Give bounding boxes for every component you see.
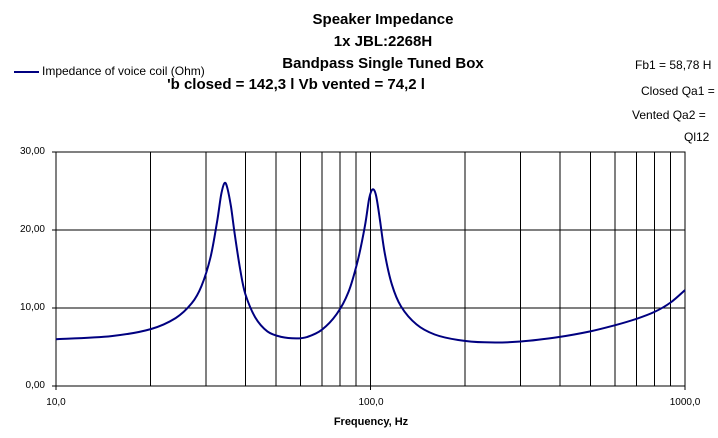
plot-frame [55,151,686,387]
x-axis-label: Frequency, Hz [333,416,409,428]
annotation-vented-qa2: Vented Qa2 = [632,108,706,122]
annotation-ql12: Ql12 [684,130,710,144]
x-tick-label-100: 100,0 [358,397,384,408]
y-tick-label-30: 30,00 [19,146,45,157]
x-tick-label-10: 10,0 [46,397,66,408]
x-tick-label-1000: 1000,0 [669,397,701,408]
impedance-curve [55,181,686,344]
y-tick-label-0: 0,00 [25,380,45,391]
grid [52,151,686,390]
chart-subtitle-3: 'b closed = 142,3 l Vb vented = 74,2 l [167,76,425,93]
legend-label: Impedance of voice coil (Ohm) [42,64,205,78]
legend-line-swatch [14,71,39,73]
annotation-closed-qa1: Closed Qa1 = [641,84,715,98]
y-tick-label-20: 20,00 [19,224,45,235]
y-tick-label-10: 10,00 [19,302,45,313]
chart-subtitle-1: 1x JBL:2268H [333,33,433,50]
chart-subtitle-2: Bandpass Single Tuned Box [282,55,484,72]
annotation-fb1: Fb1 = 58,78 H [635,58,712,72]
chart-title: Speaker Impedance [312,11,454,28]
